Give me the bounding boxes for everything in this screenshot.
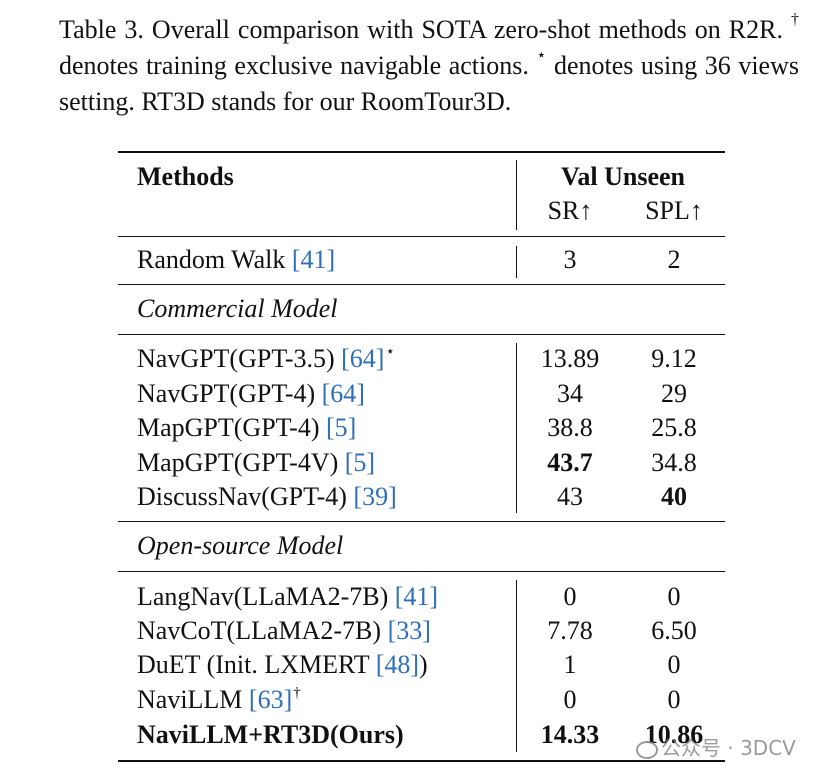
caption-text-3: denotes using 36 views setting. RT3D sta… (59, 51, 799, 116)
table-row: NavGPT(GPT-3.5) [64]⋆ (137, 342, 395, 380)
spl-value: 6.50 (651, 616, 697, 645)
spl-value: 9.12 (651, 344, 697, 373)
dagger-mark: † (293, 685, 301, 701)
section-commercial-model: Commercial Model (137, 294, 338, 323)
table-row: MapGPT(GPT-4V) [5] (137, 446, 375, 480)
citation-link[interactable]: [64] (341, 344, 385, 373)
commercial-bottom-rule (118, 521, 725, 522)
table-row-random-walk: Random Walk [41] (137, 243, 335, 277)
spl-value: 29 (661, 379, 687, 408)
column-separator (516, 246, 517, 278)
method-name: NaviLLM+RT3D(Ours) (137, 720, 404, 749)
column-separator (516, 343, 517, 513)
table-row: DuET (Init. LXMERT [48]) (137, 648, 428, 682)
table-row: LangNav(LLaMA2-7B) [41] (137, 580, 438, 614)
spl-value: 34.8 (651, 448, 697, 477)
sr-value: 38.8 (547, 413, 593, 442)
header-spl: SPL↑ (645, 196, 703, 225)
citation-link[interactable]: [5] (325, 413, 357, 442)
star-mark: ⋆ (385, 344, 395, 360)
caption-text-2: denotes training exclusive navigable act… (59, 51, 537, 80)
sr-value: 7.78 (547, 616, 593, 645)
table-row: NavGPT(GPT-4) [64] (137, 377, 365, 411)
sr-value: 1 (563, 650, 577, 679)
watermark: 公众号 · 3DCV (636, 735, 796, 761)
citation-link[interactable]: [63] (248, 685, 293, 714)
spl-value: 0 (667, 650, 681, 679)
table-row: DiscussNav(GPT-4) [39] (137, 480, 397, 514)
method-name: DiscussNav(GPT-4) (137, 482, 354, 511)
table-bottom-rule (118, 760, 725, 762)
sr-value: 3 (563, 245, 577, 274)
header-sr: SR↑ (547, 196, 593, 225)
sr-value-best: 14.33 (540, 720, 600, 749)
citation-link[interactable]: [41] (291, 245, 336, 274)
baseline-bottom-rule (118, 284, 725, 285)
table-row: NavCoT(LLaMA2-7B) [33] (137, 614, 431, 648)
table-row-ours: NaviLLM+RT3D(Ours) (137, 718, 404, 752)
table-row: MapGPT(GPT-4) [5] (137, 411, 356, 445)
method-name: LangNav(LLaMA2-7B) (137, 582, 395, 611)
header-val-unseen: Val Unseen (560, 162, 685, 191)
citation-link[interactable]: [48] (375, 650, 420, 679)
citation-link[interactable]: [5] (344, 448, 376, 477)
spl-value: 0 (667, 685, 681, 714)
spl-value: 2 (667, 245, 681, 274)
sr-value: 0 (563, 582, 577, 611)
citation-link[interactable]: [64] (321, 379, 365, 408)
column-separator (516, 160, 517, 230)
table-caption: Table 3. Overall comparison with SOTA ze… (59, 12, 799, 120)
method-name: DuET (Init. LXMERT (137, 650, 376, 679)
header-bottom-rule (118, 236, 725, 237)
sr-value: 13.89 (540, 344, 600, 373)
wechat-icon (636, 740, 658, 759)
spl-value: 25.8 (651, 413, 697, 442)
method-name: NavGPT(GPT-3.5) (137, 344, 342, 373)
sr-value: 43 (557, 482, 583, 511)
spl-value: 0 (667, 582, 681, 611)
method-name: MapGPT(GPT-4V) (137, 448, 345, 477)
method-name-tail: ) (419, 650, 428, 679)
citation-link[interactable]: [33] (387, 616, 431, 645)
open-header-rule (118, 571, 725, 572)
method-name: MapGPT(GPT-4) (137, 413, 326, 442)
method-name: Random Walk (137, 245, 292, 274)
sr-value-best: 43.7 (547, 448, 593, 477)
dagger-symbol: † (791, 11, 799, 29)
method-name: NaviLLM (137, 685, 249, 714)
table-row: NaviLLM [63]† (137, 683, 301, 721)
method-name: NavCoT(LLaMA2-7B) (137, 616, 388, 645)
citation-link[interactable]: [41] (394, 582, 439, 611)
column-separator (516, 580, 517, 752)
sr-value: 0 (563, 685, 577, 714)
spl-value-best: 40 (661, 482, 687, 511)
section-open-source-model: Open-source Model (137, 531, 344, 560)
header-methods: Methods (137, 162, 234, 191)
citation-link[interactable]: [39] (353, 482, 397, 511)
watermark-text: 公众号 · 3DCV (661, 736, 796, 760)
method-name: NavGPT(GPT-4) (137, 379, 322, 408)
caption-text-1: Table 3. Overall comparison with SOTA ze… (59, 15, 791, 44)
star-symbol: ⋆ (536, 47, 547, 65)
sr-value: 34 (557, 379, 583, 408)
commercial-header-rule (118, 334, 725, 335)
table-top-rule (118, 151, 725, 153)
